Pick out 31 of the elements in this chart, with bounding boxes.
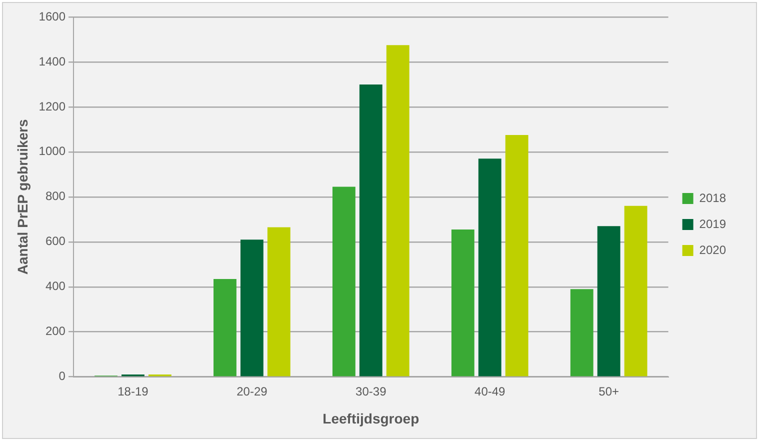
bar (359, 84, 382, 376)
y-tick-label: 1000 (38, 144, 66, 158)
bar (451, 230, 474, 376)
x-tick-label: 40-49 (474, 384, 506, 398)
x-tick-label: 30-39 (356, 384, 387, 398)
y-tick-label: 1400 (38, 54, 66, 68)
y-axis-title: Aantal PrEP gebruikers (14, 119, 30, 275)
bar (505, 135, 528, 376)
y-tick-label: 1200 (38, 99, 66, 114)
x-tick-label: 20-29 (236, 384, 268, 398)
bar (624, 206, 648, 376)
bar (478, 158, 502, 376)
bar (570, 289, 594, 376)
y-tick-label: 800 (45, 189, 66, 204)
bar (240, 240, 264, 376)
legend-label: 2018 (699, 190, 726, 205)
bar (332, 186, 356, 376)
y-tick-label: 0 (58, 369, 66, 384)
y-tick-label: 200 (45, 324, 66, 338)
y-tick-label: 600 (45, 234, 66, 248)
bar (267, 227, 290, 376)
legend-label: 2019 (699, 216, 726, 231)
y-tick-label: 1600 (38, 9, 66, 24)
x-tick-label: 50+ (598, 384, 620, 398)
y-tick-label: 400 (45, 279, 66, 294)
x-tick-label: 18-19 (118, 384, 149, 398)
bar (214, 278, 236, 376)
bar (597, 226, 620, 376)
bar (386, 45, 410, 376)
x-axis-title: Leeftijdsgroep (322, 410, 420, 426)
legend-label: 2020 (699, 242, 726, 257)
